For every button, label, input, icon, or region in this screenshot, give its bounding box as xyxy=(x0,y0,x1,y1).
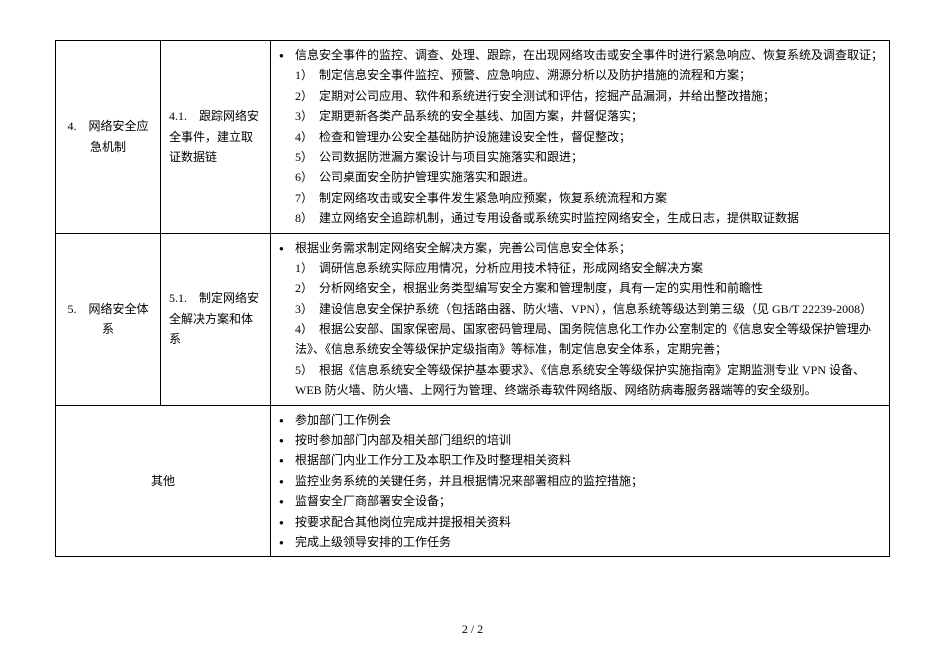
table-row: 其他 参加部门工作例会 按时参加部门内部及相关部门组织的培训 根据部门内业工作分… xyxy=(56,405,890,557)
numbered-item: 5） 根据《信息系统安全等级保护基本要求》、《信息系统安全等级保护实施指南》定期… xyxy=(295,360,883,401)
bullet-item: 参加部门工作例会 xyxy=(295,410,883,430)
page-number: 2 / 2 xyxy=(0,622,945,637)
numbered-item: 1） 制定信息安全事件监控、预警、应急响应、溯源分析以及防护措施的流程和方案； xyxy=(295,65,883,85)
cell-content-4: 信息安全事件的监控、调查、处理、跟踪，在出现网络攻击或安全事件时进行紧急响应、恢… xyxy=(271,41,890,234)
numbered-item: 4） 根据公安部、国家保密局、国家密码管理局、国务院信息化工作办公室制定的《信息… xyxy=(295,319,883,360)
cell-section-5: 5. 网络安全体系 xyxy=(56,233,161,405)
bullet-item: 按要求配合其他岗位完成并提报相关资料 xyxy=(295,512,883,532)
bullet-item: 按时参加部门内部及相关部门组织的培训 xyxy=(295,430,883,450)
bullet-item: 根据部门内业工作分工及本职工作及时整理相关资料 xyxy=(295,450,883,470)
numbered-item: 5） 公司数据防泄漏方案设计与项目实施落实和跟进； xyxy=(295,147,883,167)
bullet-item: 根据业务需求制定网络安全解决方案，完善公司信息安全体系； xyxy=(295,238,883,258)
bullet-item: 完成上级领导安排的工作任务 xyxy=(295,532,883,552)
cell-subsection-5-1: 5.1. 制定网络安全解决方案和体系 xyxy=(161,233,271,405)
table-row: 4. 网络安全应急机制 4.1. 跟踪网络安全事件，建立取证数据链 信息安全事件… xyxy=(56,41,890,234)
numbered-item: 3） 定期更新各类产品系统的安全基线、加固方案，并督促落实； xyxy=(295,106,883,126)
bullet-item: 监督安全厂商部署安全设备； xyxy=(295,491,883,511)
bullet-item: 监控业务系统的关键任务，并且根据情况来部署相应的监控措施； xyxy=(295,471,883,491)
numbered-item: 2） 定期对公司应用、软件和系统进行安全测试和评估，挖掘产品漏洞，并给出整改措施… xyxy=(295,86,883,106)
cell-section-4: 4. 网络安全应急机制 xyxy=(56,41,161,234)
table-row: 5. 网络安全体系 5.1. 制定网络安全解决方案和体系 根据业务需求制定网络安… xyxy=(56,233,890,405)
numbered-item: 3） 建设信息安全保护系统（包括路由器、防火墙、VPN），信息系统等级达到第三级… xyxy=(295,299,883,319)
numbered-item: 4） 检查和管理办公安全基础防护设施建设安全性，督促整改； xyxy=(295,127,883,147)
cell-content-other: 参加部门工作例会 按时参加部门内部及相关部门组织的培训 根据部门内业工作分工及本… xyxy=(271,405,890,557)
cell-other: 其他 xyxy=(56,405,271,557)
cell-content-5: 根据业务需求制定网络安全解决方案，完善公司信息安全体系； 1） 调研信息系统实际… xyxy=(271,233,890,405)
numbered-item: 8） 建立网络安全追踪机制，通过专用设备或系统实时监控网络安全，生成日志，提供取… xyxy=(295,208,883,228)
cell-subsection-4-1: 4.1. 跟踪网络安全事件，建立取证数据链 xyxy=(161,41,271,234)
document-table: 4. 网络安全应急机制 4.1. 跟踪网络安全事件，建立取证数据链 信息安全事件… xyxy=(55,40,890,557)
numbered-item: 2） 分析网络安全，根据业务类型编写安全方案和管理制度，具有一定的实用性和前瞻性 xyxy=(295,278,883,298)
bullet-item: 信息安全事件的监控、调查、处理、跟踪，在出现网络攻击或安全事件时进行紧急响应、恢… xyxy=(295,45,883,65)
numbered-item: 6） 公司桌面安全防护管理实施落实和跟进。 xyxy=(295,167,883,187)
numbered-item: 7） 制定网络攻击或安全事件发生紧急响应预案，恢复系统流程和方案 xyxy=(295,188,883,208)
numbered-item: 1） 调研信息系统实际应用情况，分析应用技术特征，形成网络安全解决方案 xyxy=(295,258,883,278)
